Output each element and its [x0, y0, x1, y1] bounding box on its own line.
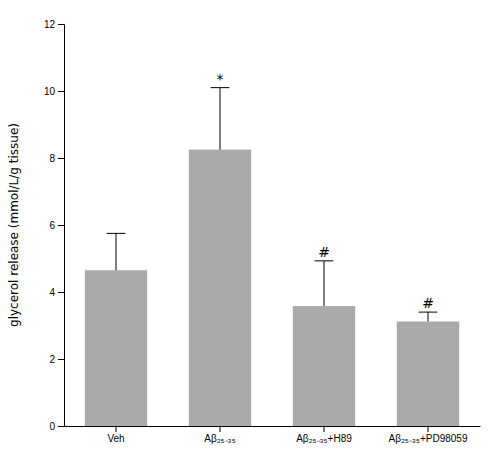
error-bar-cap: [419, 312, 438, 313]
tick: 0: [49, 421, 64, 432]
bar: [397, 321, 459, 426]
bar: [293, 306, 355, 426]
annotations: * # #: [217, 71, 434, 311]
error-bar-stem: [116, 233, 117, 270]
tick-mark: [58, 426, 64, 427]
tick-label: 6: [49, 220, 55, 231]
error-bar: [419, 312, 438, 321]
tick-mark: [428, 426, 429, 432]
error-bar-stem: [220, 88, 221, 150]
tick: 6: [49, 220, 64, 231]
error-bar-stem: [324, 261, 325, 306]
tick-label: 4: [49, 287, 55, 298]
tick-mark: [116, 426, 117, 432]
tick-mark: [58, 158, 64, 159]
tick-label: 12: [44, 19, 56, 30]
error-bar-cap: [315, 260, 334, 261]
tick-mark: [58, 359, 64, 360]
tick: 10: [44, 86, 64, 97]
tick: Veh: [107, 426, 124, 444]
tick: 4: [49, 287, 64, 298]
tick-mark: [220, 426, 221, 432]
error-bar-cap: [211, 87, 230, 88]
tick-label: 10: [44, 86, 56, 97]
tick: Aβ₂₅₋₃₅+PD98059: [389, 426, 468, 444]
tick-mark: [58, 225, 64, 226]
error-bar: [107, 233, 126, 270]
tick: Aβ₂₅₋₃₅+H89: [296, 426, 352, 444]
tick: 8: [49, 153, 64, 164]
annotation: #: [318, 244, 330, 260]
annotation: #: [422, 295, 434, 311]
tick-label: 0: [49, 421, 55, 432]
tick-mark: [324, 426, 325, 432]
marks: [85, 88, 459, 426]
tick-mark: [58, 24, 64, 25]
tick-label: Aβ₂₅₋₃₅+PD98059: [389, 433, 468, 444]
y-axis-title: glycerol release (mmol/L/g tissue): [7, 123, 21, 327]
annotation: *: [217, 71, 224, 87]
plot: 0 2 4 6 8 10 12 Veh Aβ₂₅₋₃₅ Aβ₂₅₋₃₅+H89 Aβ₂₅₋₃₅+PD…: [44, 19, 481, 444]
tick-label: 8: [49, 153, 55, 164]
axis-line: [58, 25, 65, 427]
tick-label: 2: [49, 354, 55, 365]
bar: [85, 270, 147, 426]
tick: 2: [49, 354, 64, 365]
error-bar-stem: [428, 312, 429, 321]
y-axis: 0 2 4 6 8 10 12: [44, 19, 65, 432]
axis-line: [65, 426, 481, 427]
error-bar: [315, 261, 334, 306]
tick: 12: [44, 19, 64, 30]
tick-label: Aβ₂₅₋₃₅: [204, 433, 235, 444]
x-axis: Veh Aβ₂₅₋₃₅ Aβ₂₅₋₃₅+H89 Aβ₂₅₋₃₅+PD98059: [65, 426, 481, 444]
tick-label: Aβ₂₅₋₃₅+H89: [296, 433, 352, 444]
tick-mark: [58, 91, 64, 92]
chart: 0 2 4 6 8 10 12 Veh Aβ₂₅₋₃₅ Aβ₂₅₋₃₅+H89 Aβ₂₅₋₃₅+PD…: [0, 0, 500, 470]
tick-mark: [58, 292, 64, 293]
error-bar: [211, 88, 230, 150]
error-bar-cap: [107, 233, 126, 234]
bar: [189, 150, 251, 426]
tick-label: Veh: [107, 433, 124, 444]
tick: Aβ₂₅₋₃₅: [204, 426, 235, 444]
